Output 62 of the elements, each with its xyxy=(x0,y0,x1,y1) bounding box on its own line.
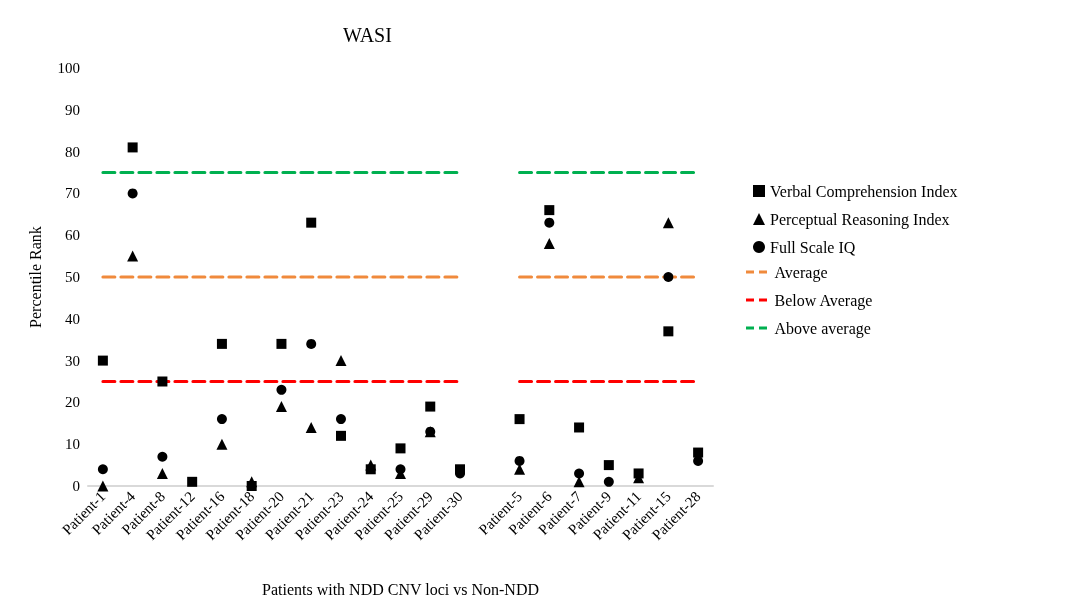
point xyxy=(97,355,108,366)
point xyxy=(574,422,585,433)
point xyxy=(693,447,704,458)
point xyxy=(127,188,138,199)
point xyxy=(663,272,674,282)
point xyxy=(395,464,406,475)
point xyxy=(574,468,585,479)
point xyxy=(543,238,555,250)
point xyxy=(156,467,168,479)
point xyxy=(514,455,525,466)
point xyxy=(97,480,109,492)
point xyxy=(335,430,346,441)
point xyxy=(216,338,227,349)
point xyxy=(603,476,614,487)
y-tick-label: 90 xyxy=(65,101,80,118)
legend-label: Perceptual Reasoning Index xyxy=(770,210,950,229)
x-axis-title: Patients with NDD CNV loci vs Non-NDD xyxy=(261,580,540,598)
y-tick-label: 80 xyxy=(65,143,80,160)
point xyxy=(335,355,347,367)
point xyxy=(455,464,466,475)
y-tick-label: 0 xyxy=(72,478,80,494)
point xyxy=(216,414,227,425)
point xyxy=(275,401,287,413)
point xyxy=(662,217,674,229)
point xyxy=(305,421,317,433)
y-tick-label: 70 xyxy=(65,185,80,202)
point xyxy=(157,376,168,387)
y-tick-label: 30 xyxy=(65,352,80,369)
y-tick-label: 50 xyxy=(65,269,80,285)
point xyxy=(276,384,287,395)
point xyxy=(306,217,317,228)
point xyxy=(127,250,139,262)
point xyxy=(97,464,108,475)
point xyxy=(187,476,198,487)
legend-label: Above average xyxy=(774,319,871,338)
point xyxy=(216,438,228,450)
y-tick-label: 60 xyxy=(65,227,80,244)
point xyxy=(544,217,555,228)
legend-label: Full Scale IQ xyxy=(770,238,856,256)
point xyxy=(157,451,168,462)
point xyxy=(425,401,436,412)
point xyxy=(365,464,376,475)
point xyxy=(246,481,257,491)
point xyxy=(127,142,138,153)
point xyxy=(603,460,614,471)
point xyxy=(306,338,317,349)
point xyxy=(633,468,644,479)
legend-label: Below Average xyxy=(774,291,873,310)
y-tick-label: 10 xyxy=(65,436,80,453)
y-tick-label: 20 xyxy=(65,394,80,411)
y-tick-label: 100 xyxy=(57,60,80,76)
y-axis-title: Percentile Rank xyxy=(26,226,44,328)
point xyxy=(395,443,406,454)
point xyxy=(276,338,287,349)
legend-label: Average xyxy=(774,263,828,282)
y-tick-label: 40 xyxy=(65,310,80,327)
point xyxy=(544,205,555,216)
legend-label: Verbal Comprehension Index xyxy=(770,182,958,201)
point xyxy=(514,414,525,425)
point xyxy=(335,414,346,425)
chart-title: WASI xyxy=(343,24,392,46)
point xyxy=(663,326,674,337)
